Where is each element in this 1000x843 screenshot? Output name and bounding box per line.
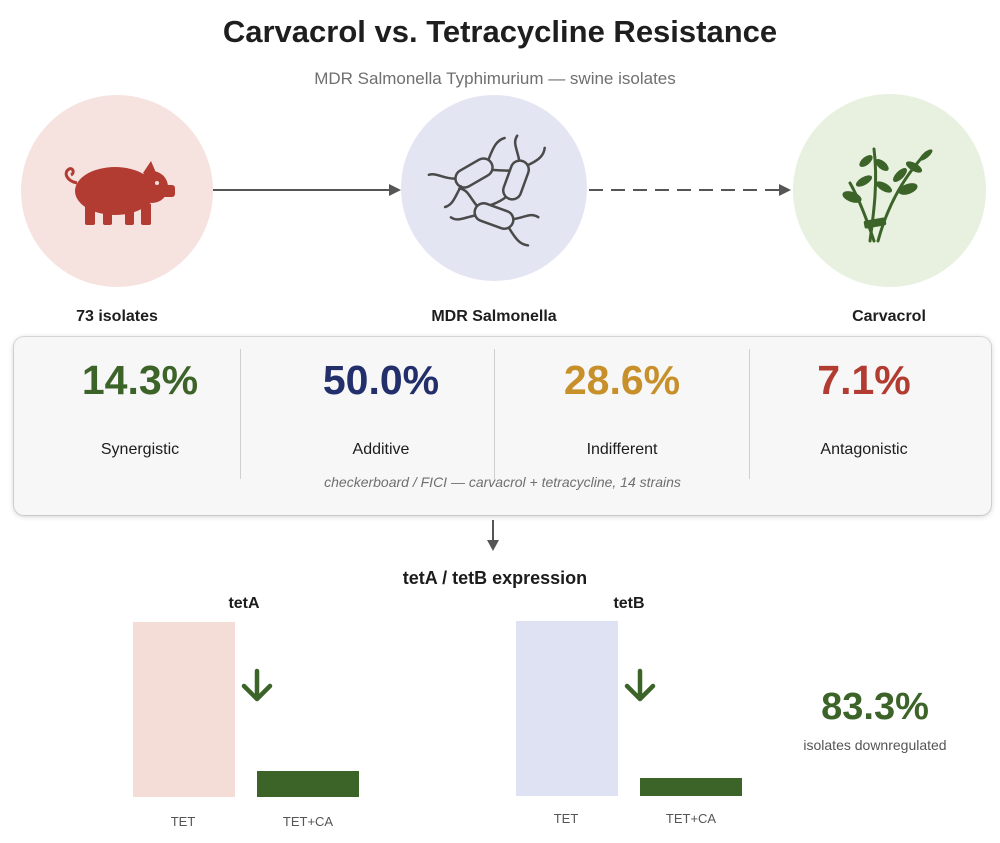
interaction-panel: 14.3% Synergistic 50.0% Additive 28.6% I… <box>14 337 991 515</box>
tick-label: TET+CA <box>665 811 717 826</box>
tick-label: TET+CA <box>282 814 334 829</box>
downregulated-label: isolates downregulated <box>803 737 947 753</box>
carvacrol-circle <box>793 94 986 287</box>
isolates-circle <box>21 95 213 287</box>
bar-tetA-tet-ca <box>257 771 359 797</box>
stat-label: Indifferent <box>586 441 658 458</box>
bacteria-icon <box>427 134 546 247</box>
herb-icon <box>841 147 932 242</box>
bar-tetA-tet <box>133 622 235 797</box>
stat-label: Antagonistic <box>820 441 908 458</box>
divider <box>494 349 495 479</box>
page-subtitle: MDR Salmonella Typhimurium — swine isola… <box>314 69 676 88</box>
expression-title: tetA / tetB expression <box>402 568 588 588</box>
page-title: Carvacrol vs. Tetracycline Resistance <box>222 14 778 49</box>
bar-tetB-tet-ca <box>640 778 742 796</box>
down-arrow-icon <box>241 668 273 702</box>
stat-value: 14.3% <box>81 357 199 403</box>
stat-value: 28.6% <box>563 357 681 403</box>
node-label-mdr: MDR Salmonella <box>431 308 557 325</box>
gene-label-teta: tetA <box>228 595 260 612</box>
tick-label: TET <box>553 811 579 826</box>
method-note: checkerboard / FICI — carvacrol + tetrac… <box>324 474 681 490</box>
pig-icon <box>64 161 175 225</box>
tick-label: TET <box>170 814 196 829</box>
downregulated-percent: 83.3% <box>821 686 929 728</box>
node-label-isolates: 73 isolates <box>76 308 158 325</box>
arrow-isolates-to-mdr <box>213 184 401 196</box>
gene-label-tetb: tetB <box>613 595 645 612</box>
dashed-arrow-mdr-to-carvacrol <box>589 184 791 196</box>
stat-label: Additive <box>352 441 410 458</box>
stat-label: Synergistic <box>100 441 180 458</box>
stat-value: 50.0% <box>322 357 440 403</box>
divider <box>749 349 750 479</box>
stat-value: 7.1% <box>817 357 911 403</box>
arrow-down-to-expression <box>487 520 499 551</box>
divider <box>240 349 241 479</box>
node-label-carvacrol: Carvacrol <box>852 308 926 325</box>
mdr-circle <box>401 95 587 281</box>
bar-tetB-tet <box>516 621 618 796</box>
down-arrow-icon <box>624 668 656 702</box>
